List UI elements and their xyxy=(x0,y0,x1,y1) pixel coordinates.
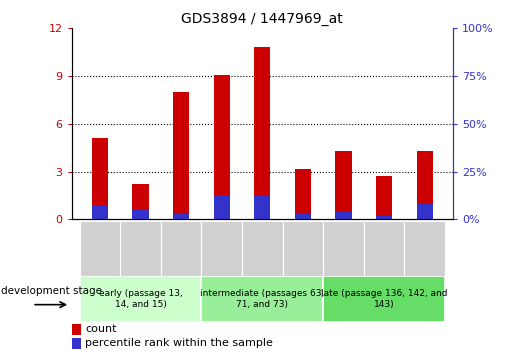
Bar xyxy=(417,151,433,219)
Title: GDS3894 / 1447969_at: GDS3894 / 1447969_at xyxy=(181,12,343,26)
Bar xyxy=(295,169,311,219)
Text: count: count xyxy=(85,324,117,334)
Bar xyxy=(80,221,120,276)
Bar xyxy=(376,216,392,219)
Bar xyxy=(335,151,352,219)
Bar xyxy=(120,221,161,276)
Bar xyxy=(404,221,445,276)
Bar xyxy=(80,276,201,322)
Bar xyxy=(214,195,230,219)
Bar xyxy=(173,92,189,219)
Bar xyxy=(254,195,270,219)
Bar xyxy=(161,221,201,276)
Bar xyxy=(132,210,149,219)
Bar xyxy=(335,212,352,219)
Text: intermediate (passages 63,
71, and 73): intermediate (passages 63, 71, and 73) xyxy=(200,290,324,309)
Text: late (passage 136, 142, and
143): late (passage 136, 142, and 143) xyxy=(321,290,447,309)
Bar xyxy=(201,276,323,322)
Bar xyxy=(323,276,445,322)
Bar xyxy=(72,324,81,335)
Bar xyxy=(132,184,149,219)
Bar xyxy=(295,214,311,219)
Bar xyxy=(72,338,81,349)
Bar xyxy=(214,75,230,219)
Text: early (passage 13,
14, and 15): early (passage 13, 14, and 15) xyxy=(99,290,182,309)
Text: percentile rank within the sample: percentile rank within the sample xyxy=(85,338,273,348)
Bar xyxy=(254,47,270,219)
Bar xyxy=(417,204,433,219)
Bar xyxy=(173,214,189,219)
Bar xyxy=(201,221,242,276)
Bar xyxy=(92,138,108,219)
Bar xyxy=(364,221,404,276)
Bar xyxy=(323,221,364,276)
Bar xyxy=(282,221,323,276)
Bar xyxy=(242,221,282,276)
Bar xyxy=(376,176,392,219)
Text: development stage: development stage xyxy=(2,286,102,296)
Bar xyxy=(92,206,108,219)
